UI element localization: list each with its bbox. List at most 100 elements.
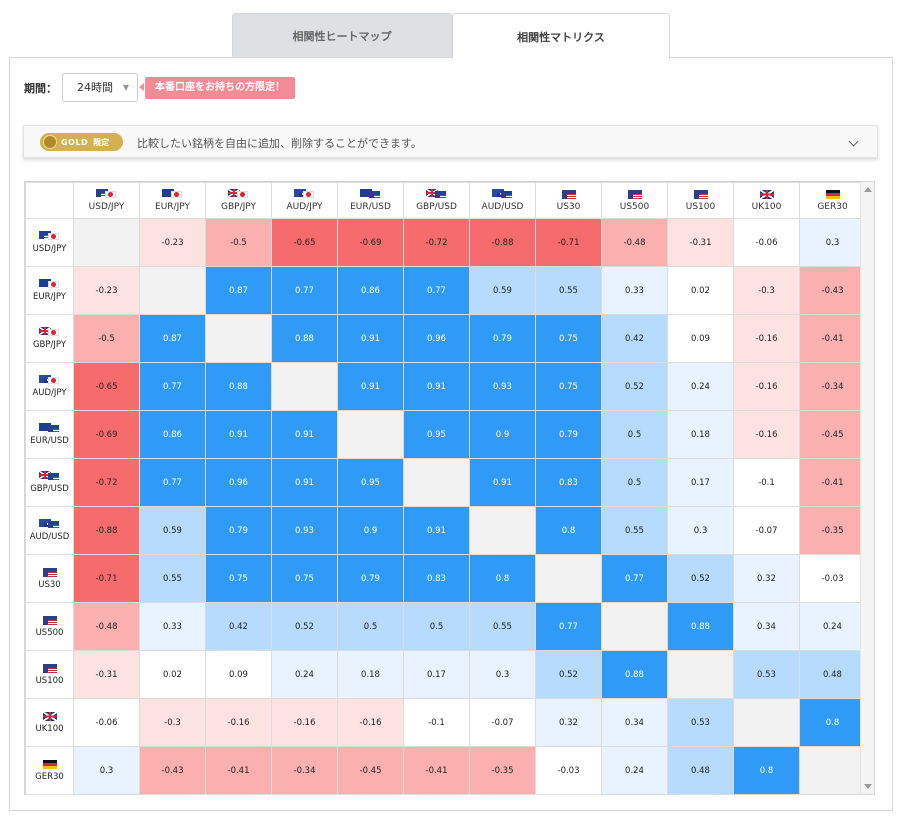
us-jp-flag-icon [39, 231, 60, 241]
correlation-cell: 0.42 [205, 602, 272, 651]
col-header-label: EUR/USD [350, 202, 391, 212]
scroll-down-icon[interactable] [864, 784, 872, 789]
col-header: US30 [535, 182, 602, 219]
correlation-cell: -0.16 [733, 410, 800, 459]
correlation-cell: -0.71 [73, 554, 140, 603]
us-flag-icon [42, 615, 57, 625]
us-flag-icon [42, 663, 57, 673]
correlation-cell: 0.5 [403, 602, 470, 651]
correlation-cell: -0.16 [205, 698, 272, 747]
correlation-cell: 0.3 [469, 650, 536, 699]
correlation-cell: -0.71 [535, 218, 602, 267]
correlation-cell: 0.02 [667, 266, 734, 315]
correlation-cell: 0.02 [139, 650, 206, 699]
correlation-cell: -0.03 [535, 746, 602, 795]
correlation-cell: 0.48 [667, 746, 734, 795]
correlation-cell [469, 506, 536, 555]
row-header-label: USD/JPY [32, 244, 67, 254]
table-row: US500 -0.48 0.33 0.42 0.52 0.5 0.5 0.55 0.77 0.88… [25, 602, 866, 651]
tab-matrix[interactable]: 相関性マトリクス [452, 13, 670, 59]
chevron-down-icon[interactable] [848, 136, 859, 147]
correlation-cell: 0.91 [469, 458, 536, 507]
gb-us-flag-icon [39, 471, 60, 481]
correlation-cell: -0.23 [139, 218, 206, 267]
col-header-label: US100 [685, 201, 716, 212]
row-header: UK100 [25, 698, 74, 747]
vertical-scrollbar[interactable] [860, 182, 874, 794]
correlation-cell: -0.72 [403, 218, 470, 267]
correlation-cell: 0.91 [403, 362, 470, 411]
col-header: GBP/USD [403, 182, 470, 219]
col-header-label: UK100 [751, 201, 782, 212]
row-header-label: AUD/USD [29, 532, 70, 542]
gb-flag-icon [42, 711, 57, 721]
correlation-cell: -0.16 [733, 362, 800, 411]
gold-feature-bar[interactable]: GOLD 限定 比較したい銘柄を自由に追加、削除することができます。 [23, 125, 878, 158]
correlation-cell: 0.24 [667, 362, 734, 411]
col-header: EUR/USD [337, 182, 404, 219]
row-header: US100 [25, 650, 74, 699]
correlation-cell: 0.83 [535, 458, 602, 507]
correlation-cell: 0.52 [601, 362, 668, 411]
tab-heatmap[interactable]: 相関性ヒートマップ [232, 13, 452, 58]
row-header: AUD/JPY [25, 362, 74, 411]
row-header-label: GBP/USD [30, 484, 69, 494]
correlation-cell: 0.75 [205, 554, 272, 603]
gb-flag-icon [759, 189, 774, 199]
table-row: US30 -0.71 0.55 0.75 0.75 0.79 0.83 0.8 0.77 0.52… [25, 554, 866, 603]
correlation-cell: -0.69 [337, 218, 404, 267]
correlation-cell: -0.43 [799, 266, 866, 315]
correlation-cell: 0.8 [535, 506, 602, 555]
gb-jp-flag-icon [39, 327, 60, 337]
col-header-label: GBP/JPY [221, 202, 256, 212]
correlation-cell: 0.88 [205, 362, 272, 411]
correlation-cell: 0.52 [535, 650, 602, 699]
col-header: US100 [667, 182, 734, 219]
eu-jp-flag-icon [162, 189, 183, 199]
row-header-label: AUD/JPY [32, 388, 67, 398]
period-label: 期間： [24, 82, 57, 95]
correlation-cell: 0.33 [601, 266, 668, 315]
correlation-cell [271, 362, 338, 411]
correlation-cell: 0.88 [601, 650, 668, 699]
row-header: AUD/USD [25, 506, 74, 555]
table-row: AUD/USD -0.88 0.59 0.79 0.93 0.9 0.91 0.8 0.55 0.… [25, 506, 866, 555]
correlation-cell: -0.31 [667, 218, 734, 267]
correlation-cell: 0.53 [733, 650, 800, 699]
scroll-up-icon[interactable] [864, 187, 872, 192]
correlation-cell [139, 266, 206, 315]
correlation-cell [799, 746, 866, 795]
gold-bar-text: 比較したい銘柄を自由に追加、削除することができます。 [137, 137, 422, 150]
correlation-cell: -0.1 [733, 458, 800, 507]
correlation-cell: 0.8 [733, 746, 800, 795]
correlation-cell: 0.77 [601, 554, 668, 603]
gold-badge: GOLD 限定 [40, 133, 123, 151]
row-header: USD/JPY [25, 218, 74, 267]
correlation-cell: 0.79 [535, 410, 602, 459]
au-jp-flag-icon [294, 189, 315, 199]
col-header: UK100 [733, 182, 800, 219]
correlation-cell: -0.07 [469, 698, 536, 747]
correlation-cell: 0.77 [139, 362, 206, 411]
us-flag-icon [627, 189, 642, 199]
correlation-cell: -0.31 [73, 650, 140, 699]
correlation-cell [667, 650, 734, 699]
row-header: US30 [25, 554, 74, 603]
correlation-cell: -0.23 [73, 266, 140, 315]
correlation-cell: 0.86 [139, 410, 206, 459]
correlation-cell: -0.16 [337, 698, 404, 747]
row-header: GER30 [25, 746, 74, 795]
correlation-cell: 0.5 [601, 458, 668, 507]
correlation-cell: 0.24 [799, 602, 866, 651]
correlation-cell: -0.72 [73, 458, 140, 507]
eu-us-flag-icon [39, 423, 60, 433]
au-jp-flag-icon [39, 375, 60, 385]
correlation-cell: 0.3 [73, 746, 140, 795]
correlation-cell: 0.18 [337, 650, 404, 699]
period-select[interactable]: 24時間 ▼ [62, 73, 138, 102]
gb-jp-flag-icon [228, 189, 249, 199]
correlation-cell: 0.59 [139, 506, 206, 555]
correlation-cell: 0.8 [799, 698, 866, 747]
correlation-cell: -0.45 [337, 746, 404, 795]
correlation-cell: 0.8 [469, 554, 536, 603]
